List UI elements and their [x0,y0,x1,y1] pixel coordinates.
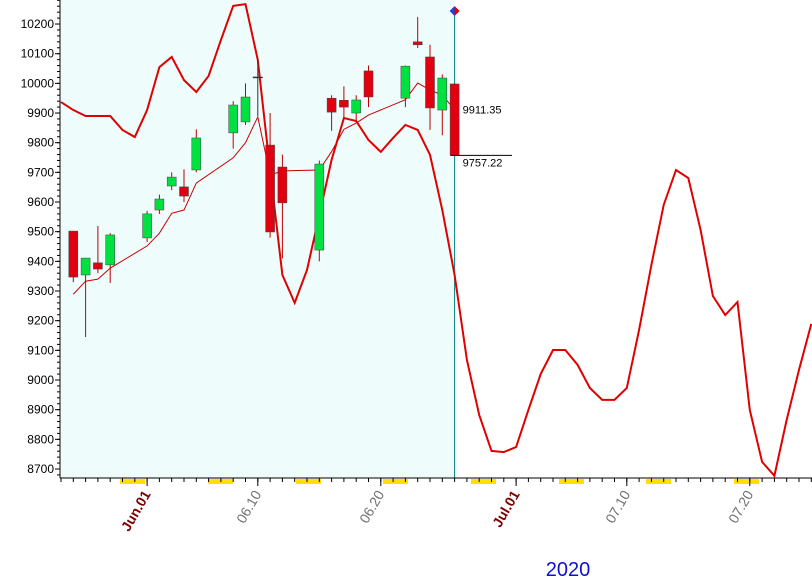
x-tick-label: 06.20 [356,487,387,526]
y-tick-label: 9800 [27,136,54,150]
candle-body [179,186,189,197]
candle-body [314,163,325,251]
candle-body [154,198,165,211]
weekend-marker [646,479,671,484]
x-tick-label: 06.10 [233,487,264,526]
y-tick-label: 9900 [27,106,54,120]
y-tick-label: 9000 [27,373,54,387]
y-tick-label: 9400 [27,254,54,268]
y-tick-label: 10200 [21,17,55,31]
y-tick-label: 9600 [27,195,54,209]
y-tick-label: 9100 [27,343,54,357]
year-label: 2020 [546,559,591,581]
y-tick-label: 9300 [27,284,54,298]
x-tick-label: 07.20 [725,487,756,526]
candle-body [400,65,411,99]
candle-body [93,262,103,270]
x-tick-label: Jul.01 [489,487,523,530]
weekend-marker [734,479,759,484]
weekend-markers [120,479,759,484]
candle-body [142,213,152,239]
y-tick-label: 9700 [27,165,54,179]
current-date-marker [449,6,455,16]
weekend-marker [296,479,321,484]
candle-body [240,96,251,123]
candle-body [228,104,238,134]
price-label: 9911.35 [463,105,502,117]
y-tick-label: 8700 [27,462,54,476]
candle-body [351,99,361,114]
candle-body [265,144,275,233]
y-tick-label: 10100 [21,47,55,61]
candle-body [277,166,288,204]
forecast-line [60,3,812,478]
candle-body [437,77,448,111]
weekend-marker [383,479,408,484]
candle-body [412,41,423,46]
y-tick-label: 9500 [27,225,54,239]
candle-body [339,100,349,108]
weekend-marker [559,479,584,484]
weekend-marker [120,479,145,484]
y-tick-label: 9200 [27,314,54,328]
candle-body [80,257,91,276]
candle-body [166,176,177,187]
x-tick-label: 07.10 [602,487,633,526]
current-date-marker [454,6,460,16]
candle-body [425,56,435,109]
candle-body [363,70,374,98]
candle-body [326,97,337,113]
x-tick-label: Jun.01 [118,487,154,534]
candle-body [105,234,115,266]
candle-body [449,83,460,156]
weekend-marker [471,479,496,484]
price-label: 9757.22 [463,157,503,169]
candle-body [191,137,202,171]
y-tick-label: 8900 [27,403,54,417]
y-tick-label: 8800 [27,432,54,446]
candle-body [68,230,79,278]
y-tick-label: 10000 [21,76,55,90]
